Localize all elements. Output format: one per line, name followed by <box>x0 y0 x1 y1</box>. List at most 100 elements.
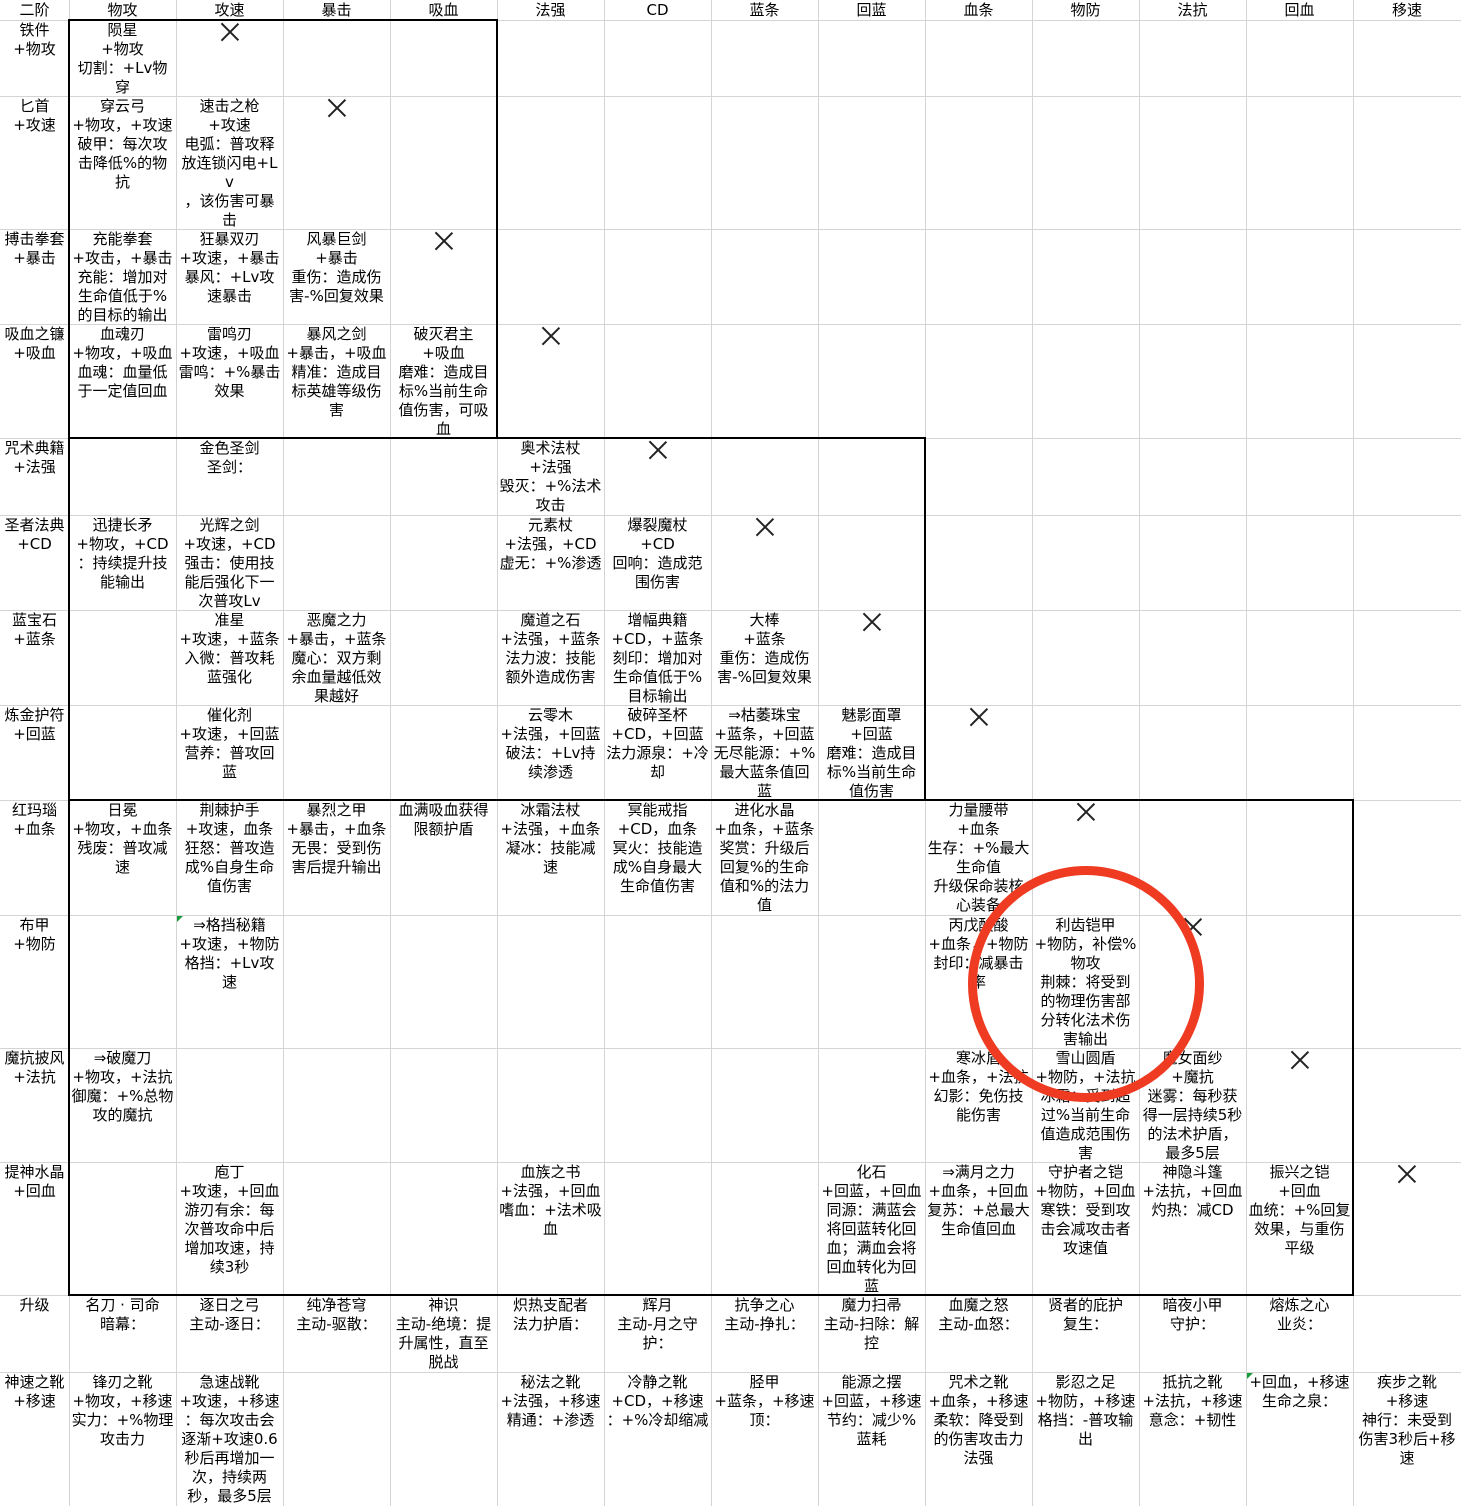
row-header: 神速之靴 +移速 <box>4 1373 65 1410</box>
column-header: 血条 <box>963 1 994 19</box>
item-cell: 暗夜小甲 守护： <box>1162 1296 1223 1333</box>
x-mark-icon <box>1291 1051 1309 1069</box>
item-cell: 血族之书 +法强，+回血 嗜血：+法术吸血 <box>499 1163 602 1238</box>
item-cell: 咒术之靴 +血条，+移速 柔软：降受到的伤害攻击力法强 <box>928 1373 1029 1467</box>
column-header: 法抗 <box>1177 1 1208 19</box>
item-cell: 神识 主动-绝境：提升属性，直至脱战 <box>395 1296 492 1371</box>
item-cell: 辉月 主动-月之守护： <box>617 1296 698 1352</box>
x-mark-icon <box>328 99 346 117</box>
grid-line <box>1353 0 1354 1506</box>
item-cell: 狂暴双刃 +攻速，+暴击 暴风：+Lv攻速暴击 <box>179 230 280 305</box>
item-cell: 纯净苍穹 主动-驱散： <box>296 1296 377 1333</box>
grid-line <box>283 0 284 1506</box>
row-header: 匕首 +攻速 <box>13 97 56 134</box>
item-cell: 炽热支配者 法力护盾： <box>512 1296 588 1333</box>
grid-line <box>925 0 926 1506</box>
item-cell: 振兴之铠 +回血 血统：+%回复效果，与重伤平级 <box>1248 1163 1351 1257</box>
row-header: 吸血之镰 +吸血 <box>4 325 65 362</box>
item-cell: 魔力扫帚 主动-扫除：解控 <box>823 1296 920 1352</box>
column-header: 吸血 <box>428 1 459 19</box>
item-cell: 迅捷长矛 +物攻，+CD ：持续提升技能输出 <box>76 516 169 591</box>
item-cell: 充能拳套 +攻击，+暴击 充能：增加对生命值低于%的目标的输出 <box>72 230 173 324</box>
item-cell: 熔炼之心 业炎： <box>1269 1296 1330 1333</box>
row-header: 红玛瑙 +血条 <box>11 801 57 838</box>
column-header: 回血 <box>1284 1 1315 19</box>
x-mark-icon <box>970 708 988 726</box>
item-cell: 血魔之怒 主动-血怒： <box>938 1296 1019 1333</box>
item-cell: 守护者之铠 +物防，+回血 寒铁：受到攻击会减攻击者攻速值 <box>1035 1163 1136 1257</box>
item-cell: 穿云弓 +物攻，+攻速 破甲：每次攻击降低%的物抗 <box>72 97 173 191</box>
item-cell: 逐日之弓 主动-逐日： <box>189 1296 270 1333</box>
item-cell: 元素杖 +法强，+CD 虚无：+%渗透 <box>499 516 602 572</box>
item-cell: 贤者的庇护 复生： <box>1047 1296 1123 1333</box>
x-mark-icon <box>1077 803 1095 821</box>
item-cell: 神隐斗篷 +法抗，+回血 灼热：减CD <box>1142 1163 1243 1219</box>
item-cell: 雷鸣刃 +攻速，+吸血 雷鸣：+%暴击效果 <box>178 325 281 400</box>
item-cell: 进化水晶 +血条，+蓝条 奖赏：升级后回复%的生命值和%的法力值 <box>714 801 815 914</box>
item-cell: 名刀 · 司命 暗幕： <box>85 1296 160 1333</box>
item-cell: 急速战靴 +攻速，+移速 ：每次攻击会逐渐+攻速0.6秒后再增加一次，持续两秒，… <box>179 1373 280 1505</box>
item-cell: 陨星 +物攻 切割：+Lv物穿 <box>77 21 168 96</box>
item-cell: 奥术法杖 +法强 毁灭：+%法术攻击 <box>499 439 602 514</box>
item-cell: 冥能戒指 +CD，血条 冥火：技能造成%自身最大生命值伤害 <box>612 801 703 895</box>
item-cell: 破灭君主 +吸血 磨难：造成目标%当前生命值伤害，可吸血 <box>398 325 489 438</box>
x-mark-icon <box>221 23 239 41</box>
item-cell: 暴烈之甲 +暴击，+血条 无畏：受到伤害后提升输出 <box>286 801 387 876</box>
comment-marker-icon <box>1247 1373 1253 1379</box>
item-cell: ⇒格挡秘籍 +攻速，+物防 格挡：+Lv攻速 <box>179 916 280 991</box>
column-header: 攻速 <box>214 1 245 19</box>
x-mark-icon <box>435 232 453 250</box>
item-cell: 血魂刃 +物攻，+吸血 血魂：血量低于一定值回血 <box>72 325 173 400</box>
item-cell: 云零木 +法强，+回蓝 破法：+Lv持续渗透 <box>500 706 601 781</box>
item-cell: 准星 +攻速，+蓝条 入微：普攻耗蓝强化 <box>179 611 280 686</box>
grid-line <box>0 324 1461 325</box>
item-cell: 魅影面罩 +回蓝 磨难：造成目标%当前生命值伤害 <box>826 706 917 800</box>
item-cell: 抗争之心 主动-挣扎： <box>724 1296 805 1333</box>
red-highlight-circle <box>968 866 1204 1102</box>
row-header: 蓝宝石 +蓝条 <box>11 611 57 648</box>
x-mark-icon <box>1398 1165 1416 1183</box>
column-header: 蓝条 <box>749 1 780 19</box>
grid-line <box>1246 0 1247 1506</box>
item-cell: 锋刃之靴 +物攻，+移速 实力：+%物理攻击力 <box>71 1373 174 1448</box>
x-mark-icon <box>863 613 881 631</box>
row-header: 炼金护符 +回蓝 <box>4 706 65 743</box>
row-header: 咒术典籍 +法强 <box>4 439 65 476</box>
x-mark-icon <box>649 441 667 459</box>
item-cell: ⇒枯萎珠宝 +蓝条，+回蓝 无尽能源：+%最大蓝条值回蓝 <box>713 706 816 800</box>
grid-line <box>0 96 1461 97</box>
row-header: 铁件 +物攻 <box>13 21 56 58</box>
column-header: 二阶 <box>19 1 50 19</box>
grid-line <box>0 1162 1461 1163</box>
grid-line <box>0 1048 1461 1049</box>
item-cell: 冰霜法杖 +法强，+血条 凝冰：技能减速 <box>500 801 601 876</box>
grid-line <box>0 610 1461 611</box>
grid-line <box>390 0 391 1506</box>
item-cell: 破碎圣杯 +CD，+回蓝 法力源泉：+冷却 <box>606 706 709 781</box>
item-cell: 荆棘护手 +攻速，血条 狂怒：普攻造成%自身生命值伤害 <box>184 801 275 895</box>
item-cell: 日冕 +物攻，+血条 残废：普攻减速 <box>72 801 173 876</box>
item-cell: 冷静之靴 +CD，+移速 ：+%冷却缩减 <box>606 1373 709 1429</box>
item-cell: ⇒破魔刀 +物攻，+法抗 御魔：+%总物攻的魔抗 <box>71 1049 174 1124</box>
row-header: 提神水晶 +回血 <box>4 1163 65 1200</box>
item-cell: 光辉之剑 +攻速，+CD 强击：使用技能后强化下一次普攻Lv <box>183 516 276 610</box>
row-header: 搏击拳套 +暴击 <box>4 230 65 267</box>
grid-line <box>818 0 819 1506</box>
item-cell: 增幅典籍 +CD，+蓝条 刻印：增加对生命值低于%目标输出 <box>611 611 704 705</box>
row-header: 升级 <box>19 1296 50 1314</box>
item-cell: +回血，+移速 生命之泉： <box>1249 1373 1350 1410</box>
grid-line <box>0 1372 1461 1373</box>
grid-line <box>1139 0 1140 1506</box>
grid-line <box>711 0 712 1506</box>
grid-line <box>497 0 498 1506</box>
item-cell: 风暴巨剑 +暴击 重伤：造成伤害-%回复效果 <box>289 230 384 305</box>
row-header: 魔抗披风 +法抗 <box>4 1049 65 1086</box>
item-cell: 胫甲 +蓝条，+移速 顶： <box>714 1373 815 1429</box>
column-header: 物攻 <box>107 1 138 19</box>
grid-line <box>0 705 1461 706</box>
item-cell: 力量腰带 +血条 生存：+%最大生命值 升级保命装核心装备 <box>927 801 1030 914</box>
grid-line <box>69 0 70 1506</box>
item-cell: 暴风之剑 +暴击，+吸血 精准：造成目标英雄等级伤害 <box>286 325 387 419</box>
item-cell: 金色圣剑 圣剑： <box>199 439 260 476</box>
item-cell: 疾步之靴 +移速 神行：未受到伤害3秒后+移速 <box>1358 1373 1456 1467</box>
